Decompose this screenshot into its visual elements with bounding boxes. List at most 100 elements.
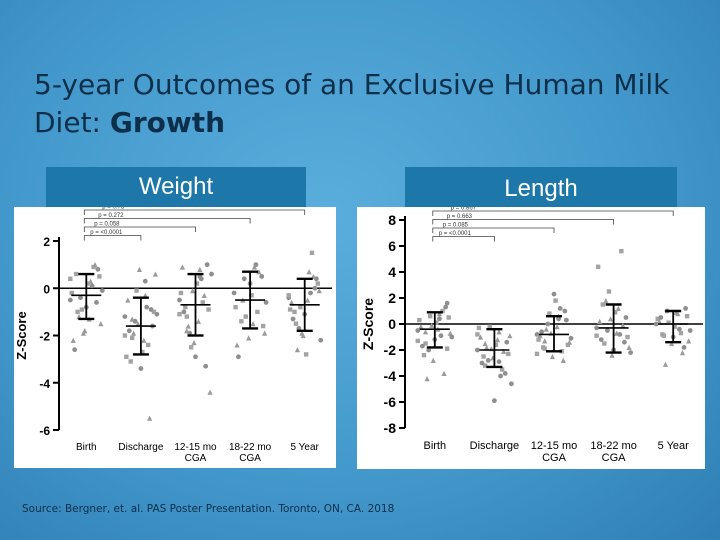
data-point	[496, 329, 502, 335]
data-point	[128, 359, 133, 364]
data-point	[628, 350, 633, 355]
slide-title-text: 5-year Outcomes of an Exclusive Human Mi…	[34, 68, 670, 139]
data-point	[124, 354, 129, 359]
data-point	[189, 288, 196, 294]
data-point	[135, 321, 141, 327]
y-axis-label: Z-Score	[360, 298, 376, 350]
p-value-bracket	[432, 227, 555, 233]
data-point	[181, 309, 187, 315]
data-point	[422, 329, 429, 335]
data-point	[94, 300, 99, 305]
data-point	[154, 311, 160, 317]
data-point	[70, 337, 76, 343]
length-chart: 8 6 4 2 0 -2 -4 -6 -8 Z-Score Birth Discharge 12-15 …	[360, 207, 703, 464]
category-label: 12-15 mo	[531, 440, 577, 452]
data-point	[151, 309, 157, 315]
data-point	[147, 415, 153, 421]
category-label: CGA	[185, 453, 207, 464]
data-point	[501, 348, 507, 354]
data-point	[441, 370, 447, 376]
p-value-label: p = 0.058	[94, 222, 120, 228]
data-point	[656, 318, 662, 324]
data-point	[203, 363, 209, 369]
data-point	[612, 310, 618, 315]
data-point	[195, 318, 202, 324]
data-point	[598, 337, 604, 342]
data-point	[294, 347, 301, 353]
data-point	[209, 271, 214, 277]
data-point	[623, 315, 629, 320]
data-point	[249, 293, 254, 298]
data-point	[676, 326, 682, 332]
data-point	[606, 289, 612, 294]
data-point	[184, 314, 189, 319]
data-point	[138, 366, 144, 371]
data-point	[233, 304, 238, 310]
data-point	[246, 335, 252, 341]
data-point	[131, 330, 137, 336]
data-point	[299, 330, 305, 336]
data-point	[99, 288, 105, 294]
data-point	[600, 302, 605, 307]
data-point	[79, 307, 85, 312]
data-point	[98, 321, 104, 327]
data-point	[444, 300, 450, 306]
data-point	[605, 328, 610, 333]
category-label: Discharge	[118, 442, 163, 453]
data-point	[447, 330, 453, 336]
length-header: Length	[405, 167, 677, 209]
y-tick-label: -6	[384, 394, 397, 410]
data-point	[312, 285, 318, 291]
data-point	[263, 300, 269, 305]
data-point	[534, 351, 540, 357]
data-point	[597, 318, 603, 324]
data-point	[141, 337, 147, 343]
data-point	[289, 299, 295, 306]
data-point	[152, 271, 159, 277]
data-point	[562, 308, 568, 314]
category-label: 5 Year	[291, 442, 320, 453]
data-point	[594, 325, 599, 331]
data-point	[305, 297, 311, 303]
data-point	[482, 340, 488, 347]
data-point	[200, 300, 205, 305]
data-point	[142, 278, 148, 284]
data-point	[547, 311, 552, 316]
p-value-label: p = 0.663	[447, 214, 473, 220]
data-point	[204, 262, 210, 268]
data-point	[479, 360, 485, 366]
data-point	[498, 373, 503, 379]
p-value-label: p = 0.272	[98, 213, 124, 219]
data-point	[436, 311, 443, 317]
data-point	[260, 323, 266, 329]
category-label: CGA	[602, 452, 627, 464]
data-point	[193, 354, 198, 360]
y-tick-label: -8	[384, 420, 397, 436]
data-point	[239, 319, 244, 324]
data-point	[660, 332, 665, 337]
p-value-label: p = <0.0001	[90, 230, 123, 236]
data-point	[449, 334, 455, 340]
data-point	[72, 347, 78, 353]
category-label: CGA	[239, 453, 261, 464]
data-point	[438, 333, 444, 339]
data-point	[504, 339, 510, 345]
data-point	[89, 283, 95, 289]
data-point	[177, 312, 182, 317]
data-point	[286, 293, 291, 298]
data-point	[122, 333, 128, 338]
data-point	[662, 361, 669, 367]
data-point	[315, 281, 320, 286]
data-point	[563, 317, 569, 323]
data-point	[602, 341, 607, 346]
data-point	[427, 314, 433, 319]
p-value-label: p = <0.0001	[439, 231, 472, 237]
data-point	[126, 328, 132, 334]
data-point	[443, 304, 449, 310]
data-point	[129, 316, 135, 322]
data-point	[681, 345, 687, 350]
data-point	[183, 304, 188, 310]
category-label: Birth	[423, 440, 446, 452]
data-point	[687, 328, 693, 333]
data-point	[234, 342, 240, 348]
